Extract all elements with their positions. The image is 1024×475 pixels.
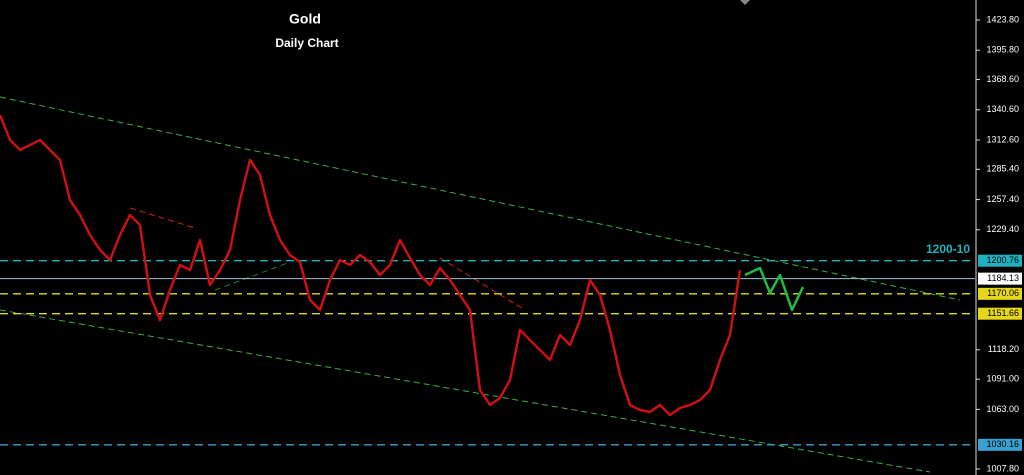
y-tick-label: 1007.80: [986, 463, 1019, 473]
y-tick-label: 1091.00: [986, 374, 1019, 384]
y-tick-label: 1340.60: [986, 104, 1019, 114]
level-label: 1184.13: [987, 273, 1019, 283]
y-tick-label: 1229.40: [986, 224, 1019, 234]
level-label-box: [978, 287, 1022, 300]
annotation: 1200-10: [926, 242, 970, 256]
level-label-box: [978, 254, 1022, 267]
y-tick-label: 1423.80: [986, 14, 1019, 24]
trendline: [439, 257, 526, 311]
marker: [740, 0, 750, 5]
level-label-box: [978, 272, 1022, 285]
y-tick-label: 1285.40: [986, 164, 1019, 174]
chart-subtitle: Daily Chart: [275, 36, 338, 50]
y-tick-label: 1395.80: [986, 45, 1019, 55]
y-tick-label: 1118.20: [988, 344, 1019, 354]
y-tick-label: 1312.60: [986, 134, 1019, 144]
level-label: 1030.16: [986, 439, 1019, 449]
trendline: [129, 207, 196, 229]
price-line: [0, 114, 742, 417]
y-tick-label: 1257.40: [986, 194, 1019, 204]
level-label-box: [978, 438, 1022, 451]
price-line: [744, 266, 805, 312]
trendline: [0, 309, 931, 473]
trendline: [0, 96, 961, 301]
y-tick-label: 1063.00: [986, 404, 1019, 414]
level-label: 1151.66: [987, 308, 1019, 318]
y-tick-label: 1368.60: [986, 74, 1019, 84]
level-label-box: [978, 307, 1022, 320]
level-label: 1200.76: [986, 255, 1019, 265]
level-label: 1170.06: [987, 288, 1019, 298]
chart-title: Gold: [289, 11, 321, 27]
trendline: [214, 261, 291, 291]
